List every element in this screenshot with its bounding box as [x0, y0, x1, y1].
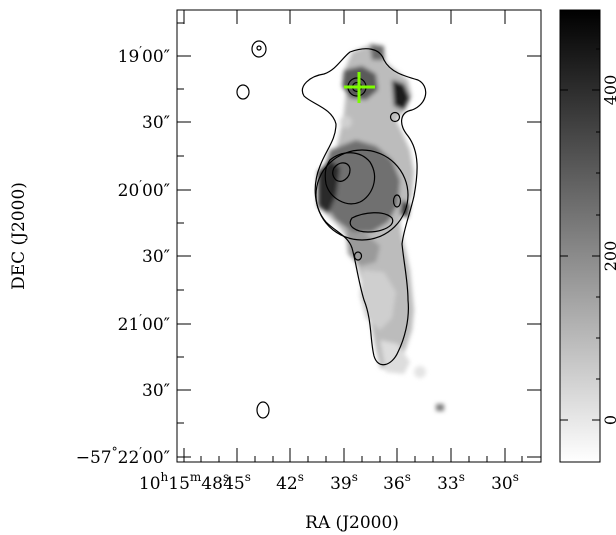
- plot-frame: [176, 9, 542, 463]
- x-tick-label: 39s: [330, 470, 358, 494]
- colorbar-label: 200: [601, 241, 616, 272]
- x-axis-title: RA (J2000): [305, 513, 399, 533]
- x-tick-label: 42s: [276, 470, 304, 494]
- x-tick-labels: 10h15m48s 45s 42s 39s 36s 33s 30s: [139, 470, 519, 494]
- x-tick-label: 10h15m48s: [139, 470, 229, 494]
- source-marker: [344, 72, 375, 103]
- contour-lines: [236, 40, 427, 419]
- x-tick-label: 45s: [223, 470, 251, 494]
- x-tick-marks: [183, 10, 523, 462]
- y-tick-label: 30″: [142, 247, 170, 267]
- y-tick-label: 30″: [142, 113, 170, 133]
- y-tick-labels: 19′00″ 30″ 20′00″ 30″ 21′00″ 30″ −57°22′…: [76, 44, 170, 468]
- y-tick-label: 21′00″: [118, 312, 170, 335]
- x-tick-label: 30s: [491, 470, 519, 494]
- y-tick-label: −57°22′00″: [76, 445, 170, 468]
- colorbar-label: 400: [601, 75, 616, 106]
- colorbar-ticks: [560, 48, 600, 421]
- y-tick-label: 20′00″: [118, 178, 170, 201]
- colorbar-label: 0: [601, 415, 616, 425]
- y-axis-title: DEC (J2000): [9, 182, 29, 290]
- colorbar: 0 200 400: [559, 9, 616, 463]
- y-tick-label: 19′00″: [118, 44, 170, 67]
- y-tick-marks: [177, 22, 541, 458]
- y-tick-label: 30″: [142, 381, 170, 401]
- x-tick-label: 36s: [383, 470, 411, 494]
- x-tick-label: 33s: [437, 470, 465, 494]
- colorbar-gradient: [559, 9, 601, 463]
